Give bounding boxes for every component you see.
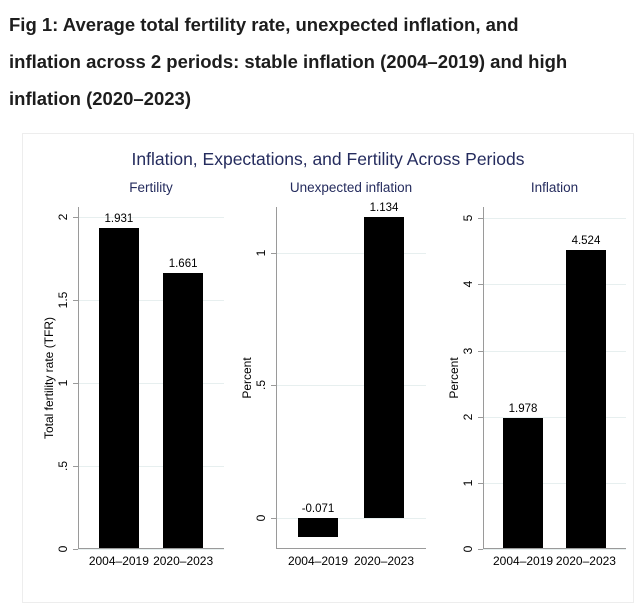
- gridline: [78, 549, 224, 550]
- x-category-label: 2004–2019: [288, 554, 348, 568]
- x-axis-line: [78, 548, 224, 549]
- bar-2020–2023: [566, 250, 606, 549]
- y-tick-label: 1: [461, 480, 475, 487]
- y-tick-label: 2: [56, 214, 70, 221]
- y-axis-line: [483, 207, 484, 549]
- y-tick-label: 1: [254, 250, 268, 257]
- bar-2004–2019: [298, 518, 338, 537]
- x-category-label: 2020–2023: [556, 554, 616, 568]
- chart-figure: Inflation, Expectations, and Fertility A…: [22, 133, 634, 603]
- x-category-label: 2020–2023: [354, 554, 414, 568]
- gridline: [78, 217, 224, 218]
- bar-value-label: -0.071: [302, 503, 335, 515]
- y-axis-line: [78, 207, 79, 549]
- bar-value-label: 1.134: [370, 202, 399, 214]
- panel-title-3: Inflation: [405, 180, 640, 195]
- y-tick-label: .5: [56, 461, 70, 471]
- y-tick-label: 0: [461, 546, 475, 553]
- chart-title: Inflation, Expectations, and Fertility A…: [23, 149, 633, 170]
- gridline: [483, 218, 626, 219]
- bar-2020–2023: [163, 273, 203, 549]
- caption-line-3: inflation (2020–2023): [9, 80, 635, 117]
- x-category-label: 2004–2019: [89, 554, 149, 568]
- y-tick-mark: [478, 549, 483, 550]
- figure-caption: Fig 1: Average total fertility rate, une…: [9, 6, 635, 117]
- x-axis-line: [483, 548, 626, 549]
- y-axis-title: Percent: [240, 357, 254, 398]
- y-axis-title: Total fertility rate (TFR): [42, 317, 56, 439]
- x-category-label: 2020–2023: [153, 554, 213, 568]
- y-axis-line: [276, 207, 277, 549]
- gridline: [483, 549, 626, 550]
- bar-2020–2023: [364, 217, 404, 518]
- x-category-label: 2004–2019: [493, 554, 553, 568]
- y-tick-label: 1.5: [56, 292, 70, 309]
- x-axis-line: [276, 548, 426, 549]
- bar-value-label: 1.978: [509, 403, 538, 415]
- bar-value-label: 1.661: [169, 258, 198, 270]
- y-tick-label: 0: [254, 515, 268, 522]
- bar-value-label: 1.931: [104, 213, 133, 225]
- caption-line-1: Fig 1: Average total fertility rate, une…: [9, 6, 635, 43]
- y-tick-label: 1: [56, 380, 70, 387]
- y-tick-label: 2: [461, 413, 475, 420]
- y-tick-label: 5: [461, 215, 475, 222]
- y-tick-label: 4: [461, 281, 475, 288]
- bar-value-label: 4.524: [572, 235, 601, 247]
- y-tick-label: 0: [56, 546, 70, 553]
- y-tick-mark: [73, 549, 78, 550]
- y-tick-label: .5: [254, 380, 268, 390]
- y-axis-title: Percent: [447, 357, 461, 398]
- bar-2004–2019: [99, 228, 139, 549]
- y-tick-label: 3: [461, 347, 475, 354]
- caption-line-2: inflation across 2 periods: stable infla…: [9, 43, 635, 80]
- bar-2004–2019: [503, 418, 543, 549]
